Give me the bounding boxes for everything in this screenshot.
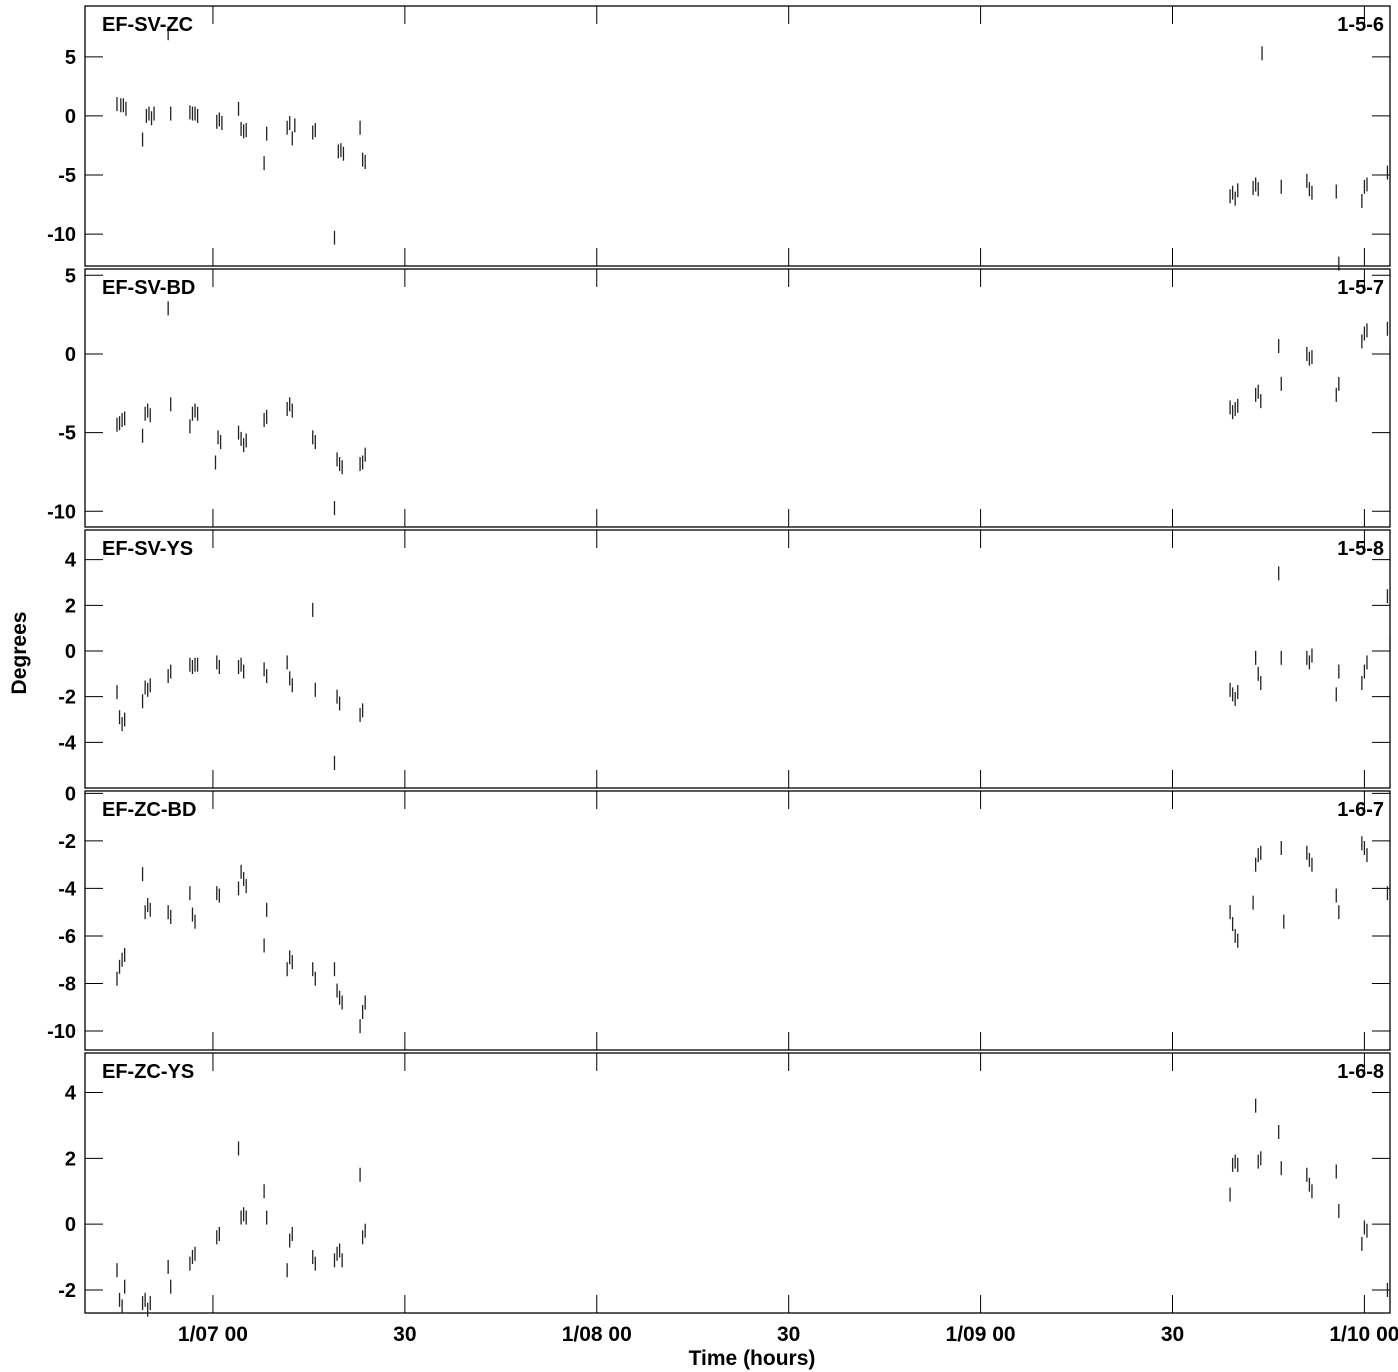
x-tick-label: 1/10 00 — [1329, 1323, 1398, 1346]
panel-ef-sv-zc: 5 0 -5 -10 EF-SV-ZC 1-5-6 — [47, 5, 1391, 271]
y-tick-label: -2 — [58, 687, 76, 709]
panel-ef-zc-bd: 0 -2 -4 -6 -8 -10 EF-ZC-BD 1-6-7 — [47, 783, 1391, 1051]
y-tick-label: 5 — [65, 265, 76, 287]
y-tick-label: -5 — [58, 165, 76, 187]
x-tick-label: 30 — [777, 1323, 800, 1346]
y-tick-label: 0 — [65, 783, 76, 805]
panel-label: 1-6-8 — [1337, 1061, 1384, 1083]
y-tick-label: -6 — [58, 926, 76, 948]
y-tick-label: 5 — [65, 47, 76, 69]
panel-frame — [84, 1052, 1391, 1314]
panel-label: 1-5-7 — [1337, 277, 1384, 299]
panel-name: EF-SV-YS — [102, 538, 193, 560]
y-tick-label: -5 — [58, 423, 76, 445]
series-points — [116, 836, 1389, 1034]
panel-name: EF-SV-ZC — [102, 14, 193, 36]
series-points — [116, 1098, 1389, 1317]
y-tick-label: -10 — [47, 501, 76, 523]
y-tick-label: 0 — [65, 344, 76, 366]
x-tick-label: 30 — [393, 1323, 416, 1346]
panel-frame — [84, 5, 1391, 267]
y-axis-label: Degrees — [8, 612, 31, 695]
panel-label: 1-5-8 — [1337, 538, 1384, 560]
series-points — [116, 26, 1389, 271]
y-tick-label: -4 — [58, 878, 77, 900]
y-tick-label: 2 — [65, 1148, 76, 1170]
y-tick-label: -10 — [47, 1021, 76, 1043]
panel-name: EF-ZC-YS — [102, 1061, 194, 1083]
y-tick-label: -2 — [58, 831, 76, 853]
panel-label: 1-6-7 — [1337, 799, 1384, 821]
y-tick-label: -2 — [58, 1280, 76, 1302]
panel-frame — [84, 268, 1391, 528]
panel-label: 1-5-6 — [1337, 14, 1384, 36]
y-tick-label: 2 — [65, 595, 76, 617]
panel-name: EF-SV-BD — [102, 277, 195, 299]
x-tick-label: 30 — [1161, 1323, 1184, 1346]
y-tick-label: 4 — [65, 1082, 77, 1104]
x-tick-label: 1/08 00 — [562, 1323, 632, 1346]
x-tick-label: 1/09 00 — [946, 1323, 1016, 1346]
series-points — [116, 566, 1391, 770]
series-points — [116, 301, 1391, 516]
panel-frame — [84, 529, 1391, 789]
x-tick-label: 1/07 00 — [178, 1323, 248, 1346]
panels-group: 5 0 -5 -10 EF-SV-ZC 1-5-6 5 0 -5 -10 EF-SV-BD 1-5-7… — [47, 5, 1391, 1317]
y-tick-label: 0 — [65, 1214, 76, 1236]
y-tick-label: 0 — [65, 106, 76, 128]
panel-frame — [84, 790, 1391, 1051]
x-axis: 1/07 00 30 1/08 00 30 1/09 00 30 1/10 00 — [178, 1323, 1398, 1346]
y-tick-label: -4 — [58, 732, 77, 754]
panel-ef-sv-ys: 4 2 0 -2 -4 EF-SV-YS 1-5-8 — [58, 529, 1391, 789]
panel-ef-zc-ys: 4 2 0 -2 EF-ZC-YS 1-6-8 — [58, 1052, 1391, 1317]
y-tick-label: -8 — [58, 973, 76, 995]
y-tick-label: 4 — [65, 550, 77, 572]
panel-name: EF-ZC-BD — [102, 799, 196, 821]
y-tick-label: -10 — [47, 224, 76, 246]
y-tick-label: 0 — [65, 641, 76, 663]
x-axis-label: Time (hours) — [689, 1347, 816, 1370]
panel-ef-sv-bd: 5 0 -5 -10 EF-SV-BD 1-5-7 — [47, 265, 1391, 528]
